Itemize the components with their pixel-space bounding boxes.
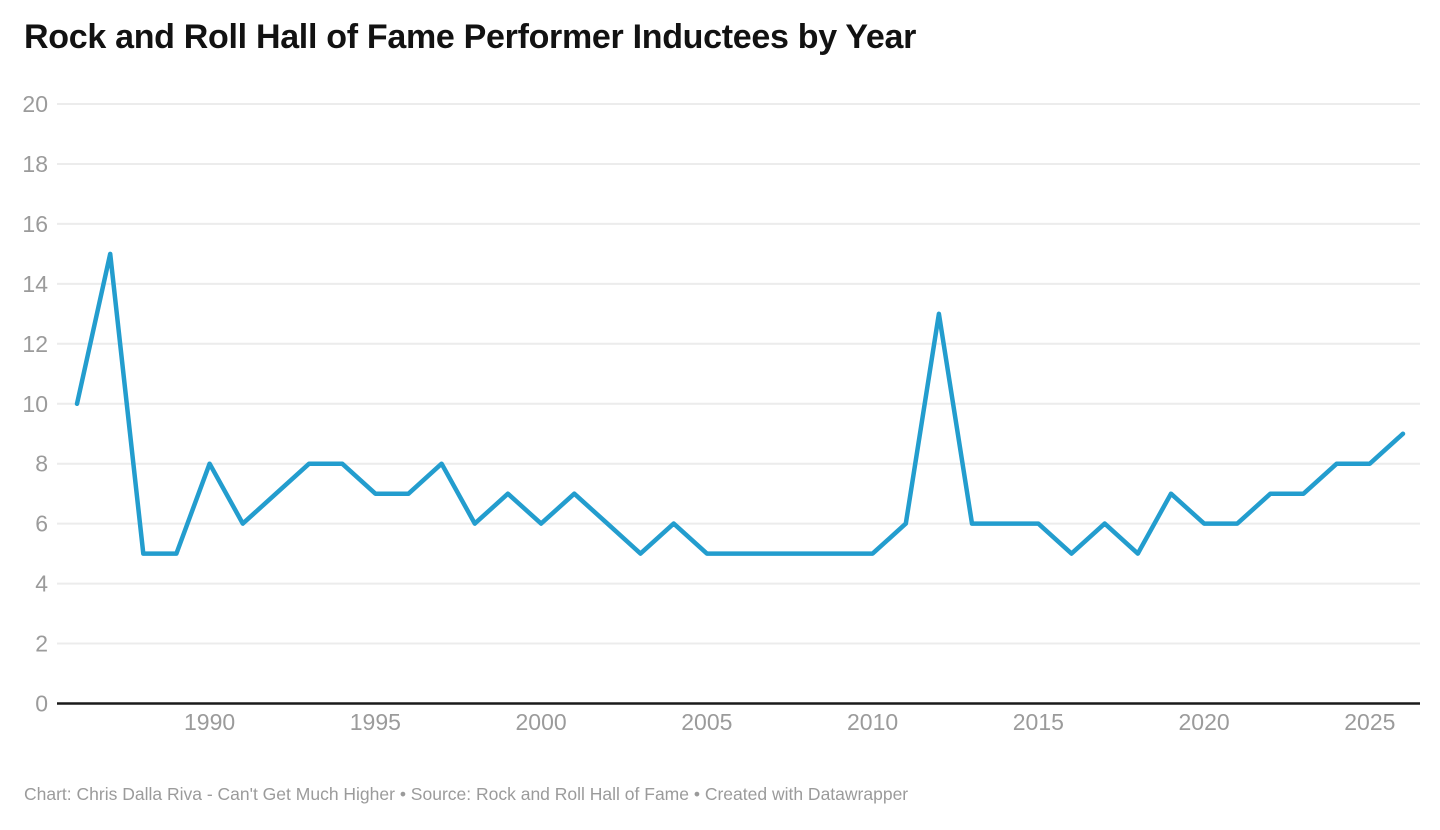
x-tick-label: 2020 [1179,709,1230,735]
x-tick-label: 1995 [350,709,401,735]
y-tick-label: 20 [22,91,48,117]
y-tick-label: 12 [22,331,48,357]
x-tick-label: 1990 [184,709,235,735]
x-tick-label: 2025 [1344,709,1395,735]
x-tick-label: 2000 [516,709,567,735]
y-tick-label: 6 [35,511,48,537]
y-tick-label: 2 [35,631,48,657]
y-tick-label: 0 [35,691,48,717]
y-tick-label: 16 [22,211,48,237]
y-tick-label: 14 [22,271,48,297]
y-tick-label: 8 [35,451,48,477]
x-tick-label: 2010 [847,709,898,735]
x-tick-label: 2005 [681,709,732,735]
y-tick-label: 18 [22,151,48,177]
chart-title: Rock and Roll Hall of Fame Performer Ind… [24,18,917,56]
x-tick-label: 2015 [1013,709,1064,735]
chart-footer-attribution: Chart: Chris Dalla Riva - Can't Get Much… [24,784,909,804]
data-line-performer-inductees [74,251,1406,556]
y-tick-label: 4 [35,571,48,597]
y-tick-label: 10 [22,391,48,417]
